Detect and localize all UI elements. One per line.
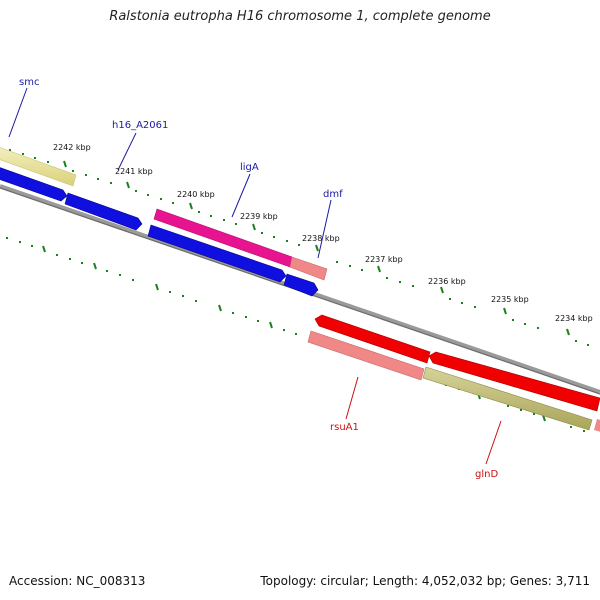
gene-salmon-edge[interactable] [594,419,600,432]
kbp-label: 2240 kbp [177,190,215,199]
gene-olive-glnd[interactable] [422,366,593,431]
map-title: Ralstonia eutropha H16 chromosome 1, com… [109,9,491,24]
gene-label-dmf[interactable]: dmf [323,189,343,200]
gene-red-2[interactable] [428,351,600,412]
kbp-label: 2236 kbp [428,277,466,286]
kbp-label: 2238 kbp [302,234,340,243]
gene-label-liga[interactable]: ligA [240,162,259,173]
scale-labels: 2242 kbp 2241 kbp 2240 kbp 2239 kbp 2238… [53,143,593,323]
gene-label-h16-a2061[interactable]: h16_A2061 [112,120,168,131]
gene-salmon-rsua1[interactable] [307,330,425,381]
gene-red-1[interactable] [314,314,431,364]
gene-blue-2[interactable] [64,192,143,231]
kbp-label: 2235 kbp [491,295,529,304]
outer-tick-row [9,149,589,346]
gene-labels: smc h16_A2061 ligA dmf rsuA1 glnD [19,77,498,480]
gene-smc[interactable] [0,144,77,187]
accession-text: Accession: NC_008313 [9,574,146,588]
gene-label-smc[interactable]: smc [19,77,39,88]
gene-label-rsua1[interactable]: rsuA1 [330,422,359,433]
kbp-label: 2241 kbp [115,167,153,176]
kbp-label: 2237 kbp [365,255,403,264]
gene-salmon-dmf[interactable] [289,256,328,281]
kbp-label: 2242 kbp [53,143,91,152]
kbp-label: 2239 kbp [240,212,278,221]
gene-blue-4[interactable] [283,273,319,297]
leader-lines [8,87,502,465]
gene-blue-3[interactable] [147,224,287,283]
inner-major-ticks [42,245,546,422]
gene-blue-1[interactable] [0,164,68,202]
outer-major-ticks [63,160,570,336]
kbp-label: 2234 kbp [555,314,593,323]
gene-label-glnd[interactable]: glnD [475,469,498,480]
genome-summary-text: Topology: circular; Length: 4,052,032 bp… [260,574,590,588]
